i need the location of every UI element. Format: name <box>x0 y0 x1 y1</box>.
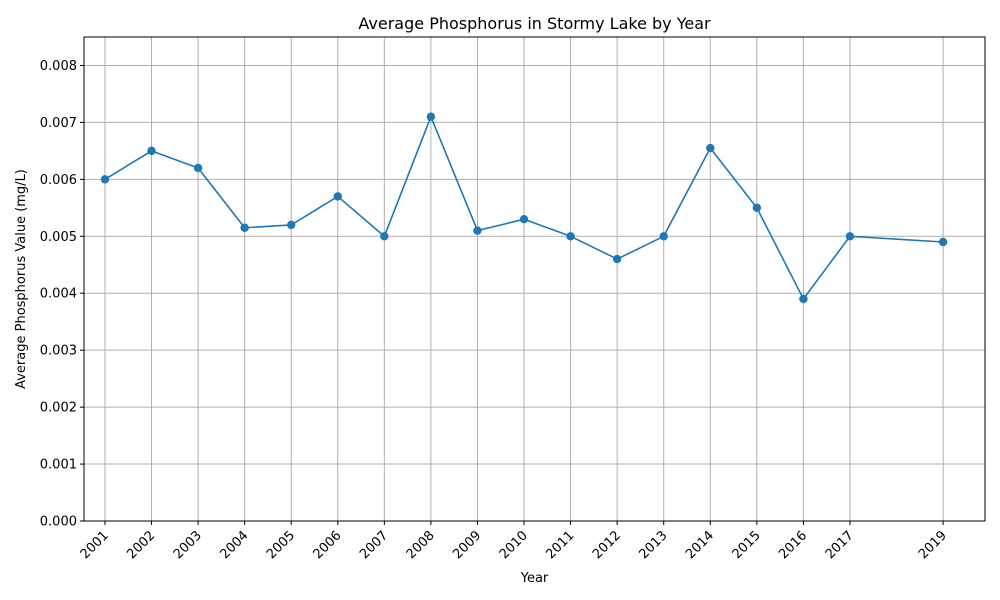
y-axis-ticks: 0.000 0.001 0.002 0.003 0.004 0.005 0.006 0.007… <box>40 59 84 530</box>
x-tick-label: 2008 <box>404 528 438 562</box>
data-point <box>938 237 948 247</box>
x-tick-label: 2016 <box>776 528 810 562</box>
data-point <box>240 223 249 232</box>
data-point <box>473 226 482 235</box>
y-tick-label: 0.001 <box>40 458 77 473</box>
y-tick-label: 0.004 <box>40 287 77 302</box>
data-point <box>659 232 668 241</box>
x-tick-label: 2006 <box>311 528 345 562</box>
y-tick-label: 0.003 <box>40 344 77 359</box>
x-axis-ticks: 2001 2002 2003 2004 2005 2006 2007 2008 2009 2010… <box>78 521 950 562</box>
x-tick-label: 2019 <box>916 528 950 562</box>
y-tick-label: 0.000 <box>40 515 77 530</box>
x-tick-label: 2002 <box>124 528 158 562</box>
y-tick-label: 0.005 <box>40 230 77 245</box>
x-tick-label: 2011 <box>543 528 577 562</box>
series-line <box>104 115 944 300</box>
data-point <box>799 294 808 304</box>
plot-background <box>84 37 985 521</box>
chart-title: Average Phosphorus in Stormy Lake by Yea… <box>358 14 711 33</box>
x-tick-label: 2012 <box>590 528 624 562</box>
y-axis-label: Average Phosphorus Value (mg/L) <box>14 169 29 389</box>
x-tick-label: 2017 <box>823 528 857 562</box>
data-point <box>566 232 575 241</box>
x-tick-label: 2005 <box>264 528 298 562</box>
x-tick-label: 2001 <box>78 528 112 562</box>
data-point <box>193 163 203 173</box>
data-point <box>519 215 529 224</box>
x-tick-label: 2013 <box>637 528 671 562</box>
x-tick-label: 2015 <box>730 528 764 562</box>
x-tick-label: 2009 <box>450 528 484 562</box>
x-tick-label: 2014 <box>683 528 717 562</box>
x-tick-label: 2007 <box>357 528 391 562</box>
y-tick-label: 0.006 <box>40 173 77 188</box>
data-point <box>333 192 342 201</box>
data-point <box>100 175 110 184</box>
data-point <box>612 254 622 264</box>
x-tick-label: 2004 <box>217 528 251 562</box>
series-layer <box>100 112 948 304</box>
data-point <box>752 203 762 213</box>
data-point <box>426 112 436 121</box>
y-tick-label: 0.008 <box>40 59 77 74</box>
plot-frame <box>83 36 986 522</box>
x-axis-label: Year <box>520 571 549 586</box>
y-tick-label: 0.007 <box>40 116 77 131</box>
y-tick-label: 0.002 <box>40 401 77 416</box>
data-point <box>706 143 715 153</box>
data-point <box>287 220 296 230</box>
x-tick-label: 2010 <box>497 528 531 562</box>
data-point <box>380 232 389 241</box>
data-point <box>845 232 855 241</box>
data-point <box>147 146 156 156</box>
x-tick-label: 2003 <box>171 528 205 562</box>
